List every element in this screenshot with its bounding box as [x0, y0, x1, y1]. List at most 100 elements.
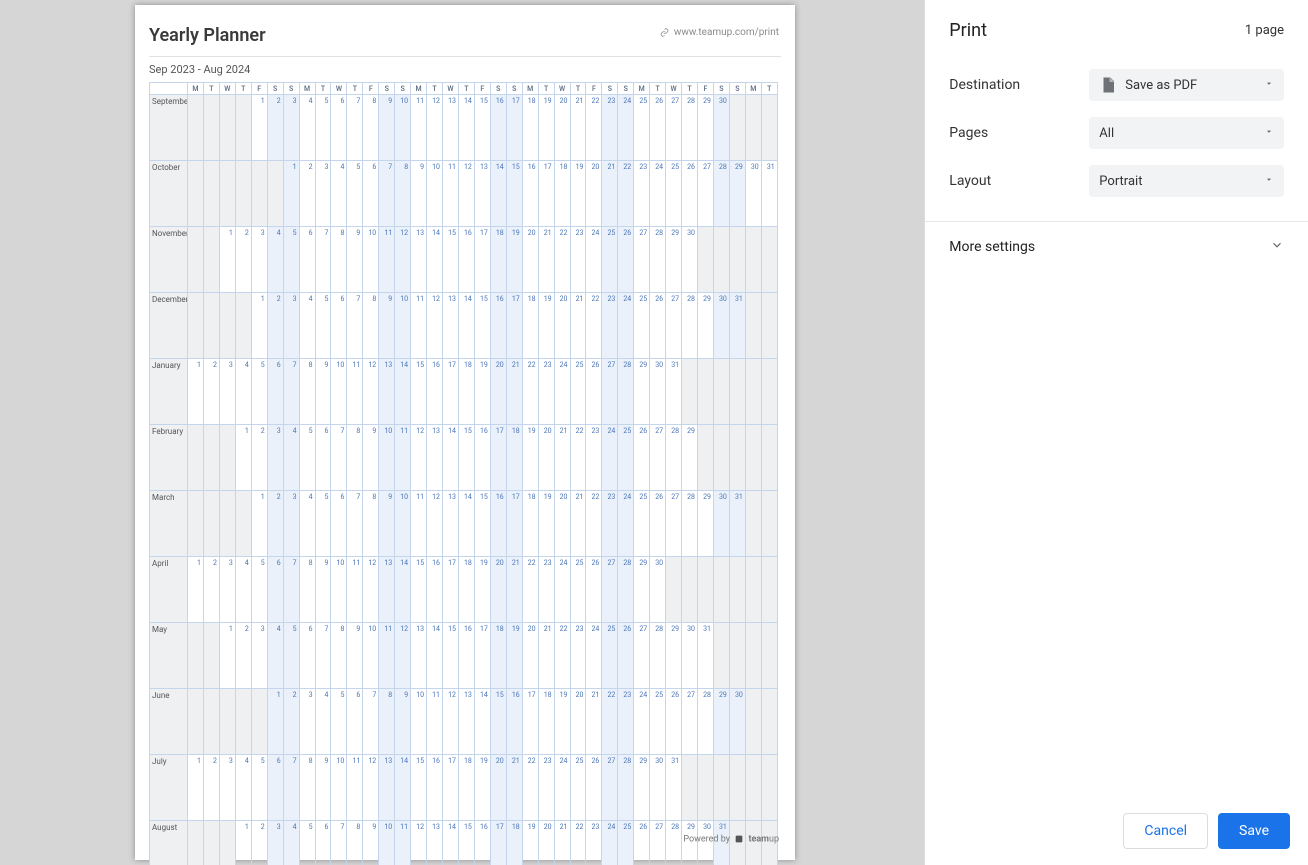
day-cell: 17 — [522, 689, 538, 755]
day-cell: 22 — [586, 293, 602, 359]
weekday-header-cell: S — [395, 83, 411, 95]
day-cell: 16 — [474, 425, 490, 491]
day-cell: 11 — [347, 359, 363, 425]
day-cell: 23 — [586, 821, 602, 865]
weekday-header-cell: F — [251, 83, 267, 95]
day-cell: 3 — [315, 161, 331, 227]
day-cell: 4 — [267, 227, 283, 293]
day-cell: 20 — [570, 689, 586, 755]
day-cell — [203, 293, 219, 359]
day-cell: 14 — [458, 491, 474, 557]
day-cell: 5 — [283, 227, 299, 293]
more-settings-label: More settings — [949, 239, 1035, 255]
day-cell: 4 — [299, 293, 315, 359]
day-cell: 29 — [713, 689, 729, 755]
day-cell — [698, 425, 714, 491]
day-cell: 28 — [650, 227, 666, 293]
destination-row: Destination Save as PDF — [925, 61, 1308, 109]
day-cell: 5 — [251, 359, 267, 425]
day-cell: 19 — [506, 227, 522, 293]
day-cell: 27 — [602, 755, 618, 821]
layout-select[interactable]: Portrait — [1089, 165, 1284, 197]
day-cell: 19 — [522, 425, 538, 491]
day-cell: 3 — [251, 623, 267, 689]
day-cell: 15 — [506, 161, 522, 227]
day-cell: 2 — [203, 359, 219, 425]
day-cell: 25 — [650, 689, 666, 755]
day-cell — [713, 425, 729, 491]
day-cell — [745, 491, 761, 557]
day-cell: 19 — [522, 821, 538, 865]
more-settings-toggle[interactable]: More settings — [925, 222, 1308, 272]
day-cell: 6 — [267, 557, 283, 623]
day-cell: 12 — [443, 689, 459, 755]
day-cell: 24 — [618, 491, 634, 557]
day-cell — [761, 557, 777, 623]
day-cell: 29 — [634, 359, 650, 425]
day-cell: 18 — [522, 95, 538, 161]
cancel-button[interactable]: Cancel — [1123, 813, 1208, 849]
day-cell: 18 — [490, 623, 506, 689]
day-cell: 15 — [474, 491, 490, 557]
day-cell: 15 — [474, 95, 490, 161]
day-cell — [188, 491, 204, 557]
day-cell: 7 — [347, 293, 363, 359]
day-cell: 29 — [666, 227, 682, 293]
day-cell: 30 — [650, 359, 666, 425]
day-cell: 14 — [490, 161, 506, 227]
weekday-header-cell: S — [602, 83, 618, 95]
day-cell: 21 — [570, 491, 586, 557]
pages-select[interactable]: All — [1089, 117, 1284, 149]
day-cell: 19 — [538, 491, 554, 557]
day-cell: 21 — [570, 95, 586, 161]
weekday-header-cell: T — [315, 83, 331, 95]
day-cell: 25 — [634, 491, 650, 557]
day-cell: 26 — [586, 359, 602, 425]
weekday-header-cell: M — [411, 83, 427, 95]
day-cell: 9 — [395, 689, 411, 755]
day-cell: 22 — [554, 623, 570, 689]
layout-value: Portrait — [1099, 174, 1142, 189]
day-cell: 9 — [315, 359, 331, 425]
footer-brand-strong: team — [748, 834, 769, 844]
day-cell — [745, 359, 761, 425]
weekday-header-cell: T — [682, 83, 698, 95]
day-cell — [219, 161, 235, 227]
day-cell: 11 — [395, 821, 411, 865]
day-cell — [713, 359, 729, 425]
day-cell: 26 — [666, 689, 682, 755]
cancel-button-label: Cancel — [1144, 823, 1187, 839]
day-cell: 9 — [347, 227, 363, 293]
month-header-cell — [150, 83, 188, 95]
save-button[interactable]: Save — [1218, 813, 1290, 849]
day-cell: 15 — [443, 623, 459, 689]
day-cell — [745, 425, 761, 491]
day-cell: 8 — [363, 491, 379, 557]
day-cell — [235, 95, 251, 161]
day-cell: 1 — [235, 425, 251, 491]
month-label-cell: March — [150, 491, 188, 557]
day-cell: 21 — [602, 161, 618, 227]
day-cell — [251, 689, 267, 755]
day-cell: 25 — [570, 359, 586, 425]
day-cell: 6 — [267, 359, 283, 425]
day-cell: 1 — [188, 755, 204, 821]
weekday-header-cell: M — [522, 83, 538, 95]
weekday-header-cell: W — [666, 83, 682, 95]
day-cell: 12 — [411, 821, 427, 865]
day-cell: 9 — [315, 755, 331, 821]
destination-select[interactable]: Save as PDF — [1089, 69, 1284, 101]
day-cell: 24 — [554, 755, 570, 821]
weekday-header-cell: T — [458, 83, 474, 95]
day-cell — [666, 557, 682, 623]
day-cell: 28 — [618, 557, 634, 623]
sidebar-title: Print — [949, 20, 987, 41]
day-cell — [713, 623, 729, 689]
day-cell: 16 — [490, 95, 506, 161]
day-cell: 2 — [235, 623, 251, 689]
day-cell — [203, 425, 219, 491]
day-cell — [188, 689, 204, 755]
day-cell: 7 — [331, 425, 347, 491]
day-cell: 18 — [458, 359, 474, 425]
day-cell: 23 — [538, 359, 554, 425]
